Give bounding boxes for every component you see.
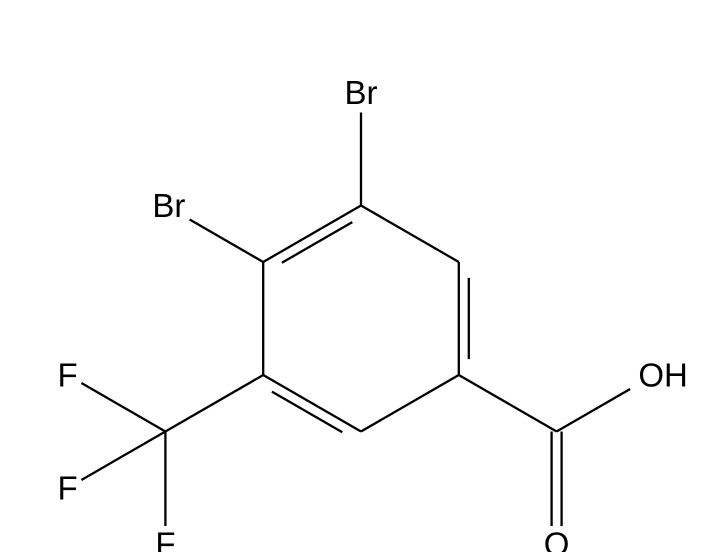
atom-label-oDb: O bbox=[544, 526, 570, 552]
bond bbox=[81, 432, 165, 480]
bond bbox=[190, 220, 264, 262]
bond bbox=[282, 222, 352, 263]
bond bbox=[263, 206, 361, 263]
bond bbox=[557, 389, 631, 431]
bond bbox=[361, 375, 459, 432]
molecule-diagram: OH O Br Br F F F bbox=[0, 0, 726, 552]
atom-label-f1: F bbox=[58, 357, 78, 394]
bond bbox=[459, 375, 557, 432]
atom-label-f2: F bbox=[58, 470, 78, 507]
bond bbox=[165, 375, 263, 432]
atom-label-f3: F bbox=[155, 526, 175, 552]
atom-label-br1: Br bbox=[345, 74, 378, 111]
bond bbox=[263, 375, 361, 432]
atom-label-oOH: OH bbox=[638, 357, 688, 394]
bond bbox=[81, 383, 165, 431]
bond bbox=[361, 206, 459, 263]
atom-label-br2: Br bbox=[152, 187, 185, 224]
bond bbox=[272, 392, 342, 433]
